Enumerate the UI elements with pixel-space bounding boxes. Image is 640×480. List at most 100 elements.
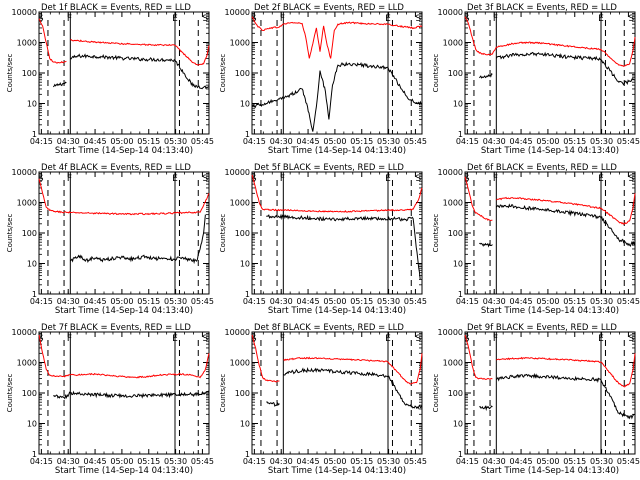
- y-tick-label: 100: [22, 389, 37, 398]
- x-axis-label: Start Time (14-Sep-14 04:13:40): [55, 466, 193, 476]
- y-tick-label: 100: [22, 229, 37, 238]
- x-tick-label: 05:45: [617, 457, 640, 466]
- x-tick-label: 05:15: [563, 297, 586, 306]
- x-tick-label: 05:15: [137, 297, 160, 306]
- panel-title: Det 8f BLACK = Events, RED = LLD: [254, 323, 404, 333]
- x-tick-label: 04:45: [297, 297, 320, 306]
- x-tick-label: 05:45: [191, 297, 214, 306]
- marker-letter: F: [280, 334, 285, 344]
- x-axis-label: Start Time (14-Sep-14 04:13:40): [268, 466, 406, 476]
- x-tick-label: 05:00: [323, 297, 346, 306]
- events-series-line: [479, 405, 493, 412]
- y-tick-label: 1: [245, 290, 250, 299]
- x-tick-label: 04:15: [30, 297, 53, 306]
- x-tick-label: 04:45: [297, 137, 320, 146]
- marker-letter: E: [598, 174, 604, 184]
- y-tick-label: 10000: [438, 328, 463, 337]
- y-tick-label: 100: [448, 69, 463, 78]
- x-tick-label: 04:15: [30, 137, 53, 146]
- x-tick-label: 04:30: [483, 457, 506, 466]
- x-tick-label: 05:45: [191, 137, 214, 146]
- lld-series-line: [251, 16, 423, 59]
- x-tick-label: 05:30: [590, 137, 613, 146]
- panel-1: Det 1f BLACK = Events, RED = LLD 1 10 100 10…: [6, 3, 214, 156]
- y-tick-label: 10000: [438, 8, 463, 17]
- y-tick-label: 10: [240, 100, 250, 109]
- x-tick-label: 04:45: [84, 297, 107, 306]
- y-tick-label: 1000: [443, 199, 463, 208]
- x-tick-label: 05:00: [110, 297, 133, 306]
- marker-letter: F: [67, 174, 72, 184]
- y-tick-label: 10000: [225, 8, 250, 17]
- events-series-line: [251, 61, 423, 132]
- x-tick-label: 04:45: [510, 457, 533, 466]
- marker-letter: E: [172, 334, 178, 344]
- panel-title: Det 1f BLACK = Events, RED = LLD: [41, 3, 191, 13]
- panel-3: Det 3f BLACK = Events, RED = LLD 1 10 100 10…: [432, 3, 640, 156]
- x-tick-label: 04:15: [243, 297, 266, 306]
- lld-series-line: [464, 176, 493, 222]
- y-tick-label: 10: [453, 260, 463, 269]
- events-series-line: [478, 72, 493, 79]
- x-tick-label: 04:45: [297, 457, 320, 466]
- x-tick-label: 04:45: [510, 137, 533, 146]
- y-tick-label: 10000: [12, 8, 37, 17]
- x-tick-label: 05:00: [536, 457, 559, 466]
- marker-letter: F: [280, 174, 285, 184]
- y-tick-label: 1000: [443, 39, 463, 48]
- x-tick-label: 04:15: [243, 457, 266, 466]
- marker-letter: S: [629, 174, 635, 184]
- y-axis-label: Counts/sec: [432, 374, 440, 413]
- x-tick-label: 05:30: [164, 297, 187, 306]
- x-tick-label: 05:30: [377, 457, 400, 466]
- y-tick-label: 1: [458, 130, 463, 139]
- y-tick-label: 100: [448, 389, 463, 398]
- lld-series-line: [251, 174, 423, 213]
- y-axis-label: Counts/sec: [432, 54, 440, 93]
- y-tick-label: 1: [32, 450, 37, 459]
- x-tick-label: 04:15: [456, 457, 479, 466]
- x-tick-label: 04:45: [84, 457, 107, 466]
- x-tick-label: 04:15: [456, 297, 479, 306]
- x-tick-label: 04:30: [483, 297, 506, 306]
- x-tick-label: 04:30: [270, 297, 293, 306]
- lld-series-line: [464, 334, 493, 381]
- y-tick-label: 10: [27, 420, 37, 429]
- marker-letter: E: [598, 334, 604, 344]
- marker-letter: F: [67, 334, 72, 344]
- marker-letter: F: [493, 334, 498, 344]
- y-tick-label: 1: [458, 450, 463, 459]
- x-tick-label: 05:30: [377, 137, 400, 146]
- x-tick-label: 05:15: [350, 137, 373, 146]
- x-tick-label: 05:00: [110, 137, 133, 146]
- x-tick-label: 04:30: [57, 457, 80, 466]
- marker-letter: S: [203, 174, 209, 184]
- x-tick-label: 05:00: [323, 457, 346, 466]
- y-tick-label: 1: [245, 130, 250, 139]
- marker-letter: E: [385, 174, 391, 184]
- x-tick-label: 05:15: [137, 137, 160, 146]
- y-axis-label: Counts/sec: [219, 54, 227, 93]
- x-tick-label: 04:30: [270, 457, 293, 466]
- y-axis-label: Counts/sec: [6, 54, 14, 93]
- y-tick-label: 10000: [12, 328, 37, 337]
- marker-letter: F: [493, 174, 498, 184]
- y-tick-label: 10000: [12, 168, 37, 177]
- lld-series-line: [496, 353, 636, 388]
- events-series-line: [69, 214, 206, 265]
- y-tick-label: 10: [453, 420, 463, 429]
- marker-letter: S: [629, 334, 635, 344]
- panel-title: Det 4f BLACK = Events, RED = LLD: [41, 163, 191, 173]
- x-tick-label: 05:30: [164, 457, 187, 466]
- y-tick-label: 1: [245, 450, 250, 459]
- y-tick-label: 1000: [17, 359, 37, 368]
- x-axis-label: Start Time (14-Sep-14 04:13:40): [55, 306, 193, 316]
- marker-letter: S: [464, 174, 470, 184]
- y-tick-label: 10000: [438, 168, 463, 177]
- panel-9: Det 9f BLACK = Events, RED = LLD 1 10 100 10…: [432, 323, 640, 476]
- x-tick-label: 04:30: [57, 297, 80, 306]
- marker-letter: F: [280, 14, 285, 24]
- y-tick-label: 1000: [17, 199, 37, 208]
- y-tick-label: 10: [453, 100, 463, 109]
